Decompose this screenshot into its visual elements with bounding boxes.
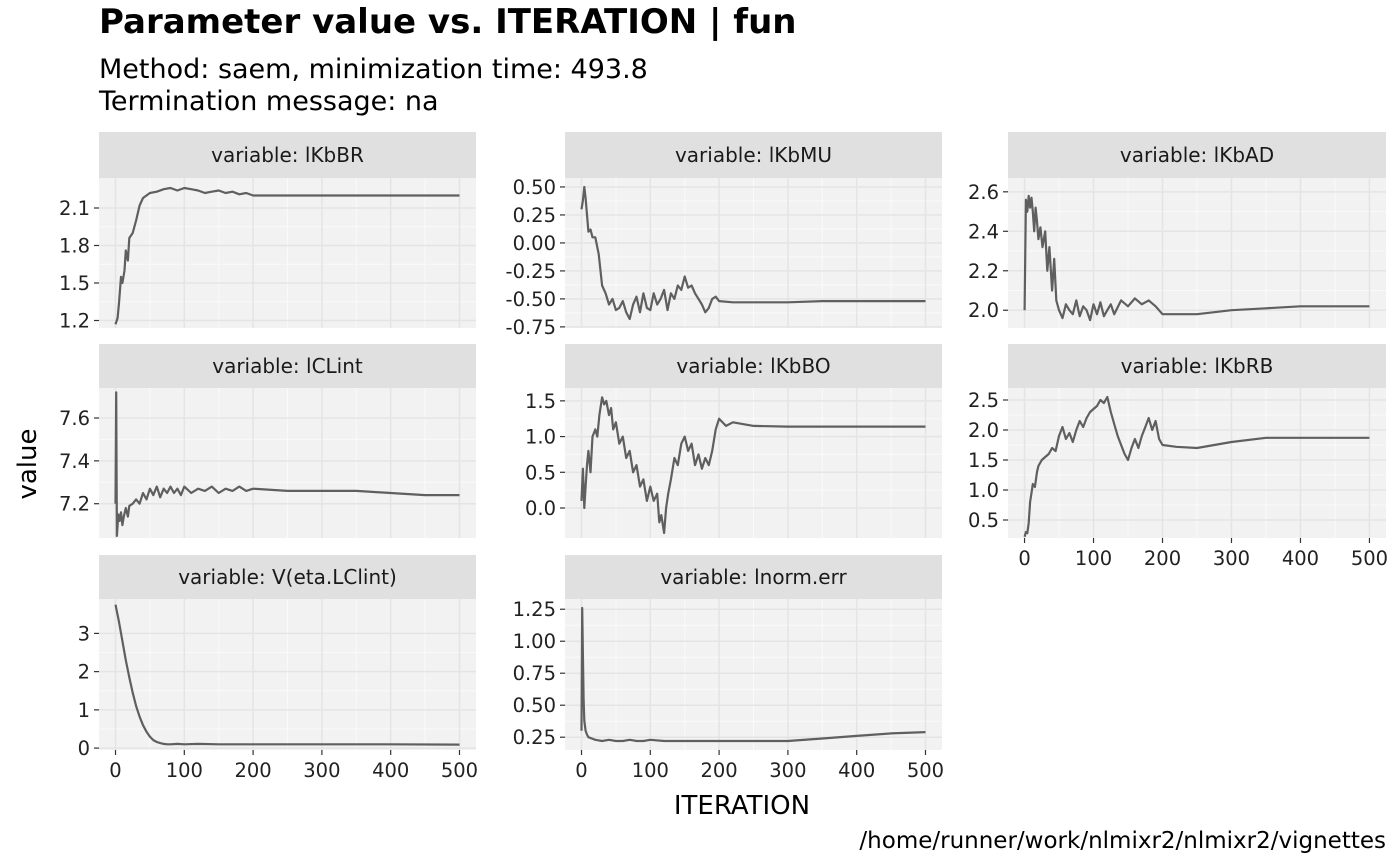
series-line [1023, 395, 1370, 538]
y-tick-label: 2.6 [968, 181, 999, 204]
y-tick-label: 7.4 [59, 450, 90, 473]
chart-caption: /home/runner/work/nlmixr2/nlmixr2/vignet… [859, 828, 1386, 854]
facet-panel-2: variable: lKbAD 2.0 2.2 2.4 2.6 [968, 132, 1386, 328]
y-tick-label: 2.2 [968, 260, 999, 283]
x-tick-label: 100 [166, 759, 203, 782]
x-tick-label: 300 [303, 759, 340, 782]
y-tick-label: 2 [78, 661, 90, 684]
series-line [114, 604, 460, 746]
facet-strip-background [99, 132, 476, 178]
facet-strip-label: variable: V(eta.LClint) [178, 565, 397, 589]
y-tick-label: 2.0 [968, 299, 999, 322]
facet-strip-background [99, 344, 476, 388]
y-tick-label: 0.00 [513, 232, 556, 255]
y-tick-label: 7.6 [59, 407, 90, 430]
x-tick-label: 300 [1213, 547, 1250, 570]
x-tick-label: 500 [441, 759, 478, 782]
y-tick-label: 1.5 [59, 272, 90, 295]
y-tick-label: -0.75 [506, 316, 556, 339]
y-tick-label: 0.25 [513, 204, 556, 227]
y-tick-label: 0.75 [513, 662, 556, 685]
facet-strip-label: variable: lKbBR [211, 143, 364, 167]
y-tick-label: 2.0 [968, 419, 999, 442]
series-line [114, 391, 460, 538]
series-line [1023, 194, 1370, 322]
x-tick-label: 0 [1018, 547, 1030, 570]
facet-panel-3: variable: lCLint 7.2 7.4 7.6 [59, 344, 476, 538]
series-line [580, 185, 926, 321]
facet-strip-background [565, 555, 942, 599]
series-line [580, 396, 926, 535]
y-tick-label: 0.50 [513, 694, 556, 717]
facet-panel-0: variable: lKbBR 1.2 1.5 1.8 2.1 [59, 132, 476, 333]
y-tick-label: 2.1 [59, 197, 90, 220]
y-tick-label: -0.50 [506, 288, 556, 311]
facet-panel-6: variable: V(eta.LClint) 0 1 2 3 0 100 200 300 400… [78, 555, 478, 782]
x-tick-label: 100 [632, 759, 669, 782]
x-tick-label: 200 [234, 759, 271, 782]
facet-strip-label: variable: lKbRB [1121, 354, 1274, 378]
facet-strip-background [99, 555, 476, 599]
y-tick-label: 0.25 [513, 726, 556, 749]
y-tick-label: 1.5 [525, 390, 556, 413]
y-tick-label: 1 [78, 699, 90, 722]
x-tick-label: 400 [838, 759, 875, 782]
y-axis-title: value [13, 428, 43, 499]
y-tick-label: 2.4 [968, 220, 999, 243]
x-tick-label: 200 [1144, 547, 1181, 570]
x-tick-label: 0 [109, 759, 121, 782]
x-tick-label: 300 [769, 759, 806, 782]
y-tick-label: 2.5 [968, 389, 999, 412]
y-tick-label: 0.5 [968, 509, 999, 532]
y-tick-label: 0.50 [513, 176, 556, 199]
y-tick-label: 1.8 [59, 235, 90, 258]
facet-panel-4: variable: lKbBO 0.0 0.5 1.0 1.5 [525, 344, 942, 538]
chart-subtitle-termination: Termination message: na [99, 86, 439, 117]
facet-strip-background [565, 344, 942, 388]
y-tick-label: 1.25 [513, 598, 556, 621]
y-tick-label: 0.5 [525, 461, 556, 484]
series-line [580, 606, 926, 743]
y-tick-label: 1.0 [525, 426, 556, 449]
x-tick-label: 400 [1282, 547, 1319, 570]
x-tick-label: 0 [575, 759, 587, 782]
y-tick-label: 1.00 [513, 630, 556, 653]
x-tick-label: 200 [700, 759, 737, 782]
facet-strip-label: variable: lCLint [212, 354, 363, 378]
chart-title: Parameter value vs. ITERATION | fun [99, 2, 797, 42]
x-axis-title: ITERATION [674, 791, 810, 821]
x-tick-label: 500 [907, 759, 944, 782]
x-tick-label: 500 [1351, 547, 1388, 570]
facet-strip-background [565, 132, 942, 178]
y-tick-label: 1.5 [968, 449, 999, 472]
y-tick-label: 1.2 [59, 310, 90, 333]
facet-strip-label: variable: lnorm.err [660, 565, 847, 589]
facet-strip-background [1008, 344, 1386, 388]
y-tick-label: 7.2 [59, 493, 90, 516]
facet-strip-label: variable: lKbMU [675, 143, 832, 167]
facet-panel-7: variable: lnorm.err 0.25 0.50 0.75 1.00 1.25 0… [513, 555, 944, 782]
y-tick-label: 0.0 [525, 497, 556, 520]
chart-subtitle-method: Method: saem, minimization time: 493.8 [99, 54, 648, 85]
facet-panel-5: variable: lKbRB 0.5 1.0 1.5 2.0 2.5 0 100 200 300… [968, 344, 1388, 570]
series-line [114, 186, 460, 325]
y-tick-label: 1.0 [968, 479, 999, 502]
facet-strip-label: variable: lKbBO [676, 354, 830, 378]
y-tick-label: -0.25 [506, 260, 556, 283]
facet-panel-1: variable: lKbMU -0.75 -0.50 -0.25 0.00 0.25 0.… [506, 132, 942, 339]
y-tick-label: 0 [78, 737, 90, 760]
x-tick-label: 100 [1075, 547, 1112, 570]
facet-strip-label: variable: lKbAD [1120, 143, 1274, 167]
y-tick-label: 3 [78, 622, 90, 645]
x-tick-label: 400 [372, 759, 409, 782]
facet-strip-background [1008, 132, 1386, 178]
